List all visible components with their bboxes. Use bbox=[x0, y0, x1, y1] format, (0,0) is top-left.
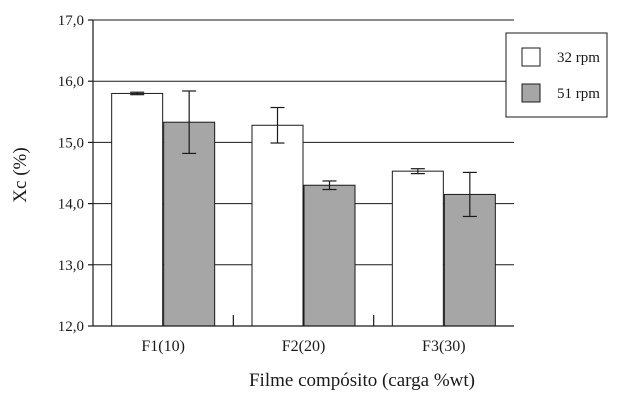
legend-box bbox=[505, 32, 608, 118]
error-bar-f3-30-51-rpm bbox=[462, 171, 477, 218]
y-tick-label-16-0: 16,0 bbox=[58, 74, 84, 90]
error-bar-f3-30-32-rpm bbox=[410, 168, 425, 175]
legend-swatch-32-rpm bbox=[521, 47, 541, 67]
bar-f2-20-51-rpm bbox=[303, 184, 356, 327]
y-tick-label-14-0: 14,0 bbox=[58, 197, 84, 213]
legend-swatch-51-rpm bbox=[521, 83, 541, 103]
error-bar-f1-10-32-rpm bbox=[130, 91, 145, 96]
y-tick-label-17-0: 17,0 bbox=[58, 13, 84, 29]
legend: 32 rpm 51 rpm bbox=[505, 32, 608, 118]
x-tick-label-f2-20: F2(20) bbox=[282, 338, 326, 355]
y-tick-label-12-0: 12,0 bbox=[58, 319, 84, 335]
category-labels: F1(10) F2(20) F3(30) bbox=[141, 338, 465, 355]
axes bbox=[92, 20, 514, 327]
y-tick-label-15-0: 15,0 bbox=[58, 135, 84, 151]
bar-f2-20-32-rpm bbox=[251, 124, 304, 327]
y-tick-label-13-0: 13,0 bbox=[58, 258, 84, 274]
error-bars bbox=[130, 90, 477, 218]
x-tick-label-f3-30: F3(30) bbox=[422, 338, 466, 355]
y-ticks: 12,0 13,0 14,0 15,0 16,0 17,0 bbox=[58, 13, 93, 335]
error-bar-f2-20-51-rpm bbox=[322, 180, 337, 191]
x-axis-label: Filme compósito (carga %wt) bbox=[249, 370, 475, 391]
error-bar-f2-20-32-rpm bbox=[270, 106, 285, 144]
bars bbox=[111, 92, 496, 327]
x-ticks bbox=[232, 315, 375, 326]
error-bar-f1-10-51-rpm bbox=[182, 90, 197, 155]
legend-label-51-rpm: 51 rpm bbox=[557, 86, 600, 102]
bar-f1-10-32-rpm bbox=[111, 92, 164, 327]
x-tick-label-f1-10: F1(10) bbox=[141, 338, 185, 355]
legend-label-32-rpm: 32 rpm bbox=[557, 50, 600, 66]
bar-f1-10-51-rpm bbox=[163, 121, 216, 327]
bar-f3-30-32-rpm bbox=[391, 170, 444, 327]
y-axis-label: Xc (%) bbox=[10, 147, 31, 202]
